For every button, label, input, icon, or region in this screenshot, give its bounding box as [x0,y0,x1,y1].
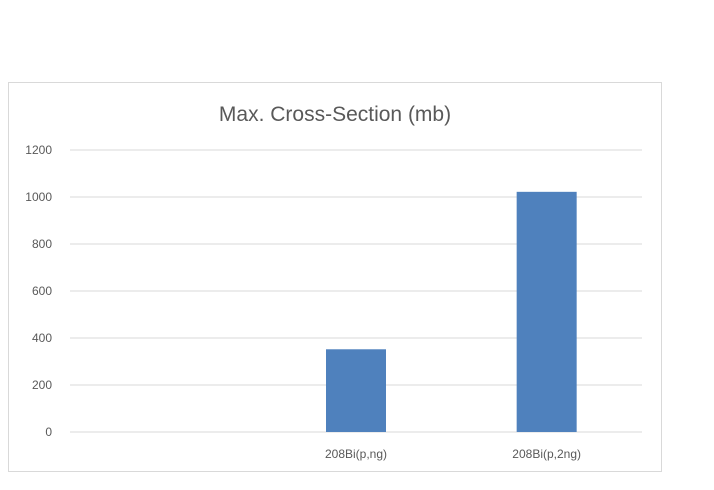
x-axis-labels: 208Bi(p,ng) 208Bi(p,2ng) [325,447,581,461]
x-category-label: 208Bi(p,2ng) [512,447,581,461]
bar-208Bi(p,2ng) [516,191,577,432]
y-tick-label: 800 [32,237,52,251]
y-tick-label: 1000 [25,190,52,204]
x-category-label: 208Bi(p,ng) [325,447,387,461]
y-tick-label: 600 [32,284,52,298]
y-tick-label: 200 [32,378,52,392]
y-axis-ticks: 0 200 400 600 800 1000 1200 [25,143,52,439]
y-tick-label: 400 [32,331,52,345]
chart-title: Max. Cross-Section (mb) [219,103,451,126]
y-tick-label: 1200 [25,143,52,157]
bar-208Bi(p,ng) [326,349,386,432]
bars [326,191,577,432]
y-tick-label: 0 [45,425,52,439]
